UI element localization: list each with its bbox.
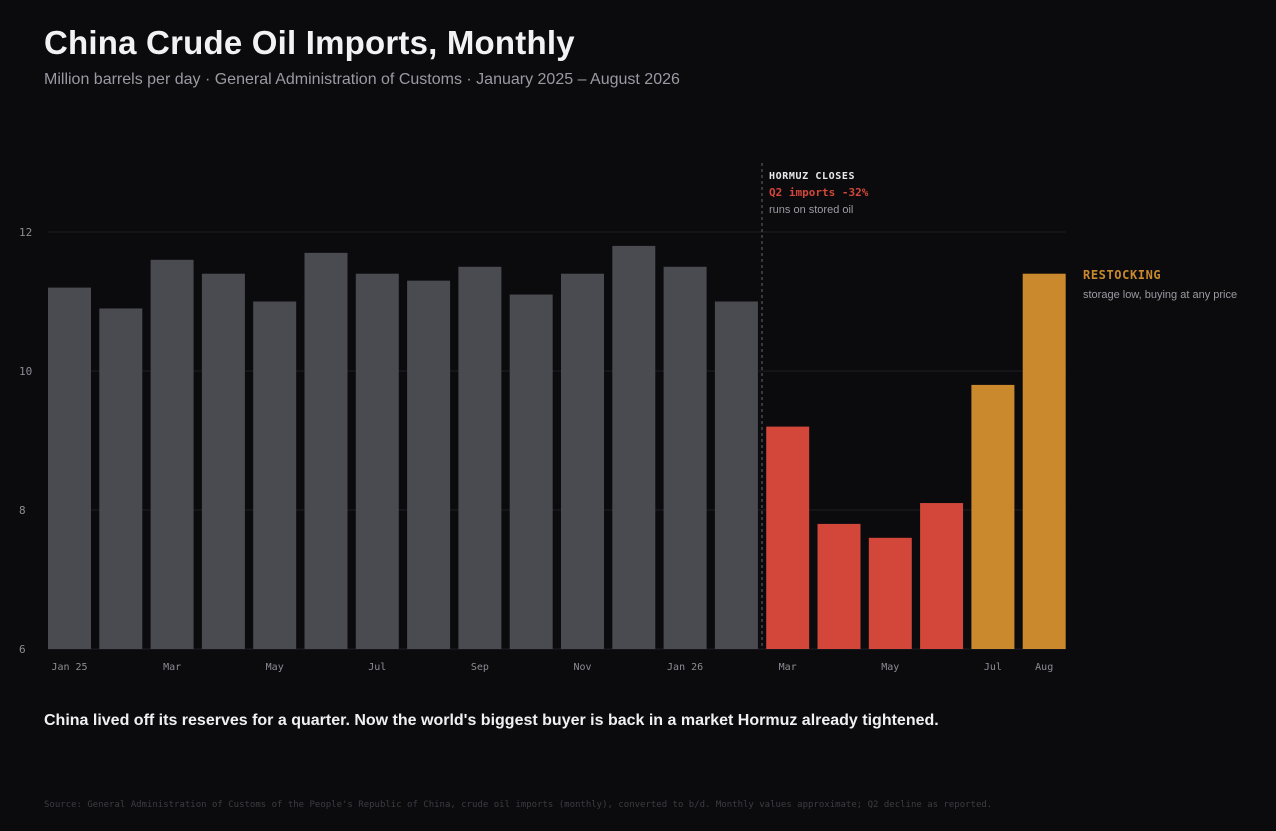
y-tick-label: 12 <box>19 226 32 239</box>
x-tick-label: Sep <box>471 662 489 673</box>
chart-title: China Crude Oil Imports, Monthly <box>44 24 575 61</box>
bar-closure <box>766 426 810 649</box>
x-tick-label: Aug <box>1035 662 1053 673</box>
bar-closure <box>868 537 912 649</box>
bar-restock <box>1022 273 1066 649</box>
bar-normal <box>150 259 194 649</box>
restock-annotation-title: RESTOCKING <box>1083 268 1161 282</box>
bar-normal <box>48 287 91 649</box>
bar-restock <box>971 384 1015 649</box>
bars <box>48 245 1066 649</box>
x-tick-label: Jan 25 <box>51 662 87 673</box>
x-axis-ticks: Jan 25 Mar May Jul Sep Nov Jan 26 Mar May Jul Aug <box>51 662 1053 673</box>
x-tick-label: Mar <box>163 662 181 673</box>
chart-takeaway: China lived off its reserves for a quart… <box>44 712 939 729</box>
bar-normal <box>253 301 297 649</box>
bar-closure <box>817 523 861 649</box>
bar-normal <box>201 273 245 649</box>
hormuz-annotation-title: HORMUZ CLOSES <box>769 171 855 182</box>
x-tick-label: Jul <box>368 662 386 673</box>
y-tick-label: 10 <box>19 365 32 378</box>
source-note: Source: General Administration of Custom… <box>44 800 993 810</box>
bar-normal <box>714 301 758 649</box>
chart-subtitle: Million barrels per day · General Admini… <box>44 71 680 88</box>
bar-normal <box>99 308 143 649</box>
gridlines <box>48 231 1066 650</box>
x-tick-label: Mar <box>779 662 797 673</box>
restock-annotation-note: storage low, buying at any price <box>1083 289 1237 301</box>
bar-normal <box>509 294 553 649</box>
y-axis-ticks: 6 8 10 12 <box>19 226 32 656</box>
bar-normal <box>458 266 502 649</box>
bar-closure <box>920 503 964 649</box>
y-tick-label: 6 <box>19 643 26 656</box>
bar-normal <box>407 280 451 649</box>
hormuz-annotation-note: runs on stored oil <box>769 204 853 216</box>
x-tick-label: Jan 26 <box>667 662 703 673</box>
x-tick-label: Jul <box>984 662 1002 673</box>
bar-normal <box>663 266 707 649</box>
x-tick-label: Nov <box>573 662 591 673</box>
bar-normal <box>355 273 399 649</box>
bar-normal <box>612 245 656 649</box>
bar-normal <box>304 252 348 649</box>
y-tick-label: 8 <box>19 504 26 517</box>
bar-normal <box>561 273 604 649</box>
x-tick-label: May <box>266 662 284 673</box>
x-tick-label: May <box>881 662 899 673</box>
hormuz-annotation-stat: Q2 imports -32% <box>769 186 869 199</box>
bar-chart: 6 8 10 12 Jan 25 Mar May Jul Sep Nov Jan 26 Mar May… <box>19 163 1237 673</box>
